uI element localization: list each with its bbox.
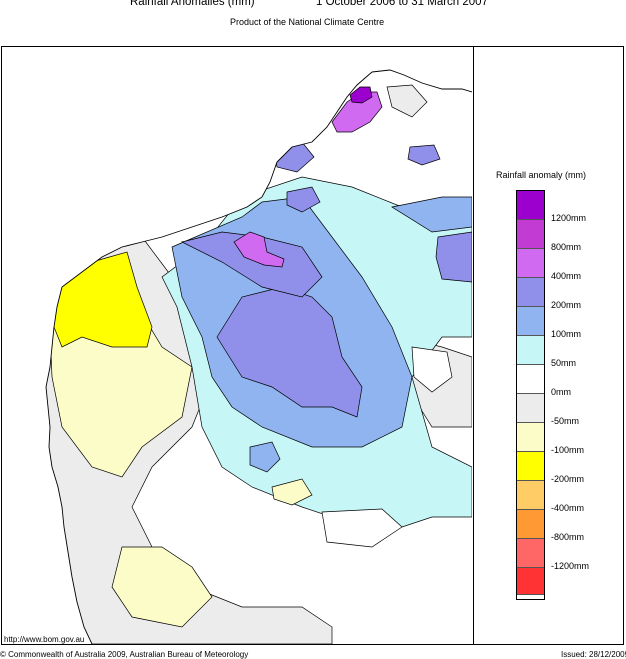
footer-copyright: © Commonwealth of Australia 2009, Austra… (0, 650, 249, 659)
date-range: 1 October 2006 to 31 March 2007 (316, 0, 488, 8)
footer-url[interactable]: http://www.bom.gov.au (4, 635, 85, 644)
region-blue-northeast (391, 196, 472, 233)
rainfall-anomaly-map (45, 69, 472, 644)
legend-label: -800mm (551, 532, 585, 542)
region-white-patch (321, 508, 403, 548)
legend-swatch (517, 307, 544, 336)
region-violet-east-kimberley (407, 144, 441, 166)
legend-swatch (517, 481, 544, 510)
map-title: Rainfall Anomalies (mm) (130, 0, 255, 8)
legend-label: 100mm (551, 329, 582, 339)
legend-swatch (517, 423, 544, 452)
legend-label: 1200mm (551, 213, 587, 223)
footer-issued: Issued: 28/12/2009 (561, 650, 626, 659)
region-cream-southwest (111, 546, 213, 628)
legend-label: 200mm (551, 300, 582, 310)
legend-swatch (517, 539, 544, 568)
legend-color-bar (516, 190, 545, 600)
region-magenta-400mm (233, 231, 285, 268)
region-violet-east (435, 231, 472, 283)
legend-swatch (517, 220, 544, 249)
legend-swatch (517, 452, 544, 481)
legend-swatch (517, 191, 544, 220)
legend-swatch (517, 249, 544, 278)
legend-label: -100mm (551, 445, 585, 455)
region-grey-north (386, 84, 428, 118)
map-frame (1, 46, 624, 645)
coastline (45, 69, 472, 644)
legend-swatch (517, 394, 544, 423)
legend-label: -200mm (551, 474, 585, 484)
region-cream-patch (271, 478, 313, 506)
legend-label: 50mm (551, 358, 577, 368)
map-subtitle: Product of the National Climate Centre (230, 17, 385, 27)
region-violet-north (180, 231, 323, 298)
legend-swatch (517, 365, 544, 394)
region-blue-south (249, 441, 281, 473)
legend-swatch (517, 568, 544, 595)
legend-swatch (517, 336, 544, 365)
region-purple-800mm (349, 86, 373, 104)
legend-label: 800mm (551, 242, 582, 252)
legend-label: -400mm (551, 503, 585, 513)
legend-swatch (517, 510, 544, 539)
legend-label: -1200mm (551, 561, 590, 571)
legend-label: 400mm (551, 271, 582, 281)
legend-label: 0mm (551, 387, 571, 397)
legend-swatch (517, 278, 544, 307)
legend-divider (473, 46, 474, 645)
region-violet-pilbara (286, 186, 321, 213)
region-white-east (411, 346, 453, 393)
legend-title: Rainfall anomaly (mm) (496, 170, 587, 180)
legend-label: -50mm (551, 416, 580, 426)
